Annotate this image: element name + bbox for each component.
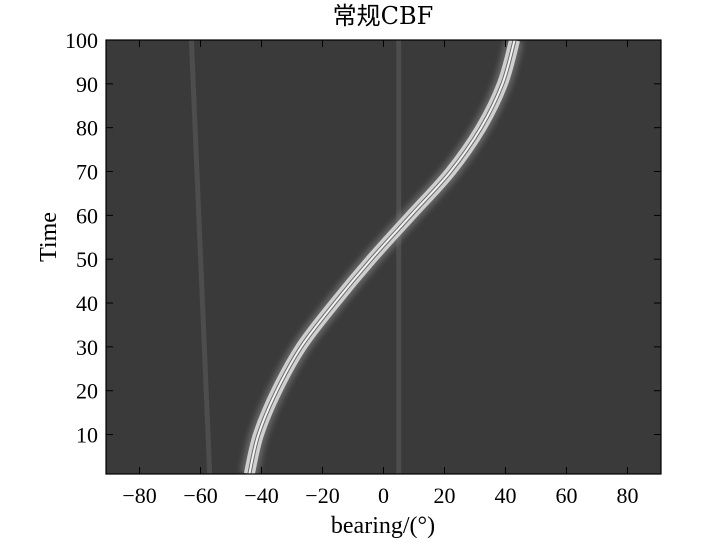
y-tick-label: 50: [76, 247, 98, 272]
x-axis-label: bearing/(°): [331, 513, 435, 539]
y-tick-label: 90: [76, 72, 98, 97]
x-tick-label: −60: [183, 483, 217, 508]
y-tick-label: 80: [76, 116, 98, 141]
y-axis-ticks: 10 20 30 40 50 60 70 80 90 100: [65, 28, 661, 448]
x-tick-label: 80: [616, 483, 638, 508]
y-axis-label: Time: [36, 212, 62, 262]
y-tick-label: 20: [76, 379, 98, 404]
x-tick-label: −80: [122, 483, 156, 508]
x-axis-ticks: −80 −60 −40 −20 0 20 40 60 80: [122, 40, 638, 508]
faint-tracks: [188, 40, 402, 474]
x-tick-label: 40: [494, 483, 516, 508]
x-tick-label: 20: [433, 483, 455, 508]
y-tick-label: 70: [76, 160, 98, 185]
bearing-track: [240, 40, 524, 474]
y-tick-label: 30: [76, 335, 98, 360]
track-line: [248, 40, 516, 474]
x-tick-label: 0: [378, 483, 389, 508]
faint-track-0: [188, 40, 213, 474]
x-tick-label: −20: [305, 483, 339, 508]
chart-title: 常规CBF: [333, 2, 434, 30]
y-tick-label: 60: [76, 203, 98, 228]
y-tick-label: 100: [65, 28, 98, 53]
x-tick-label: 60: [555, 483, 577, 508]
x-tick-label: −40: [244, 483, 278, 508]
y-tick-label: 40: [76, 291, 98, 316]
y-tick-label: 10: [76, 423, 98, 448]
